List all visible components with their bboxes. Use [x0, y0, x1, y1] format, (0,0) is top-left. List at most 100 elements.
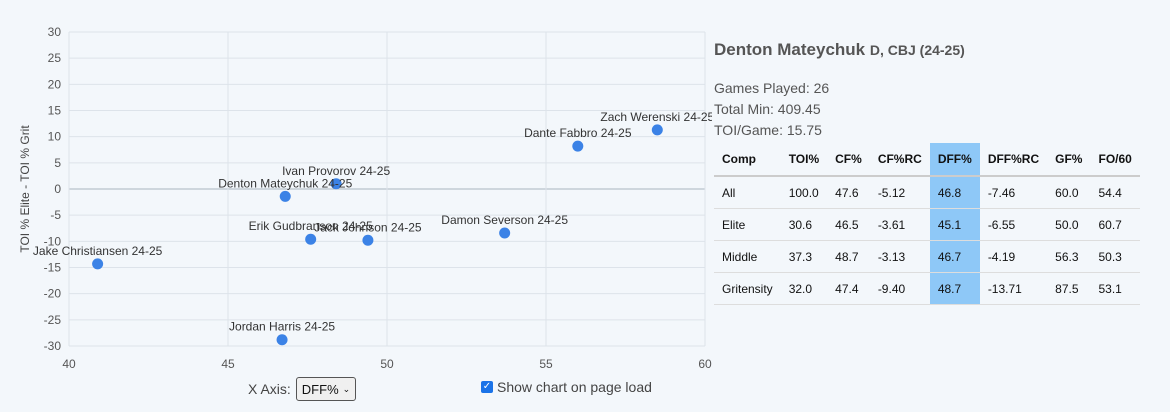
- table-cell: -9.40: [869, 272, 930, 305]
- column-header: CF%: [827, 143, 870, 177]
- y-tick-label: -30: [44, 339, 62, 353]
- show-chart-checkbox[interactable]: ✓: [481, 381, 493, 393]
- table-cell: 100.0: [780, 176, 828, 209]
- player-title: Denton Mateychuk D, CBJ (24-25): [714, 40, 1154, 60]
- player-subtitle: D, CBJ (24-25): [869, 42, 965, 58]
- table-cell: 30.6: [780, 208, 828, 241]
- point-label: Erik Gudbranson 24-25: [249, 219, 373, 233]
- column-header: FO/60: [1090, 143, 1140, 177]
- table-cell: 46.7: [929, 240, 980, 273]
- y-tick-label: -15: [44, 261, 62, 275]
- table-cell: Gritensity: [714, 272, 781, 305]
- y-tick-label: 10: [48, 130, 62, 144]
- data-point: [651, 124, 663, 136]
- table-cell: 54.4: [1090, 176, 1140, 209]
- y-axis-label: TOI % Elite - TOI % Grit: [18, 125, 32, 253]
- y-tick-label: 5: [54, 156, 61, 170]
- table-cell: 37.3: [780, 240, 828, 273]
- table-cell: 32.0: [780, 272, 828, 305]
- table-cell: 87.5: [1047, 272, 1091, 305]
- table-cell: -4.19: [979, 240, 1048, 273]
- column-header: DFF%: [929, 143, 980, 177]
- x-tick-label: 55: [539, 357, 553, 371]
- data-point: [362, 234, 374, 246]
- column-header: Comp: [714, 143, 781, 177]
- x-tick-label: 60: [698, 357, 712, 371]
- y-tick-label: 15: [48, 104, 62, 118]
- show-chart-option: ✓ Show chart on page load: [481, 379, 652, 395]
- y-tick-label: 30: [48, 25, 62, 39]
- point-label: Ivan Provorov 24-25: [282, 164, 390, 178]
- table-cell: Elite: [714, 208, 781, 241]
- data-point: [305, 233, 317, 245]
- table-header-row: Comp TOI% CF% CF%RC DFF% DFF%RC GF% FO/60: [714, 143, 1140, 177]
- table-row: Middle 37.3 48.7 -3.13 46.7 -4.19 56.3 50.3: [714, 240, 1140, 273]
- table-cell: 60.7: [1090, 208, 1140, 241]
- data-point: [276, 334, 288, 346]
- toi-game: TOI/Game: 15.75: [714, 122, 822, 138]
- player-name: Denton Mateychuk: [714, 40, 866, 59]
- table-cell: 50.0: [1047, 208, 1091, 241]
- total-min: Total Min: 409.45: [714, 101, 821, 117]
- table-cell: 60.0: [1047, 176, 1091, 209]
- show-chart-label: Show chart on page load: [497, 379, 652, 395]
- table-cell: Middle: [714, 240, 781, 273]
- data-point: [279, 190, 291, 202]
- table-cell: 50.3: [1090, 240, 1140, 273]
- x-axis-control: X Axis: DFF% ⌄: [248, 377, 357, 401]
- x-axis-label: X Axis:: [248, 381, 291, 397]
- data-point: [92, 258, 104, 270]
- table-cell: -13.71: [979, 272, 1048, 305]
- chart-controls: X Axis: DFF% ⌄ ✓ Show chart on page load: [0, 377, 700, 405]
- table-cell: 45.1: [929, 208, 980, 241]
- games-played: Games Played: 26: [714, 80, 830, 96]
- table-cell: -5.12: [869, 176, 930, 209]
- table-row: Gritensity 32.0 47.4 -9.40 48.7 -13.71 87.5 53.…: [714, 272, 1140, 305]
- table-cell: 48.7: [827, 240, 870, 273]
- table-cell: 47.6: [827, 176, 870, 209]
- table-cell: -3.61: [869, 208, 930, 241]
- y-tick-label: -10: [44, 234, 62, 248]
- x-axis-select[interactable]: DFF% ⌄: [295, 377, 357, 401]
- x-tick-label: 45: [221, 357, 235, 371]
- y-tick-label: 0: [54, 182, 61, 196]
- table-cell: -3.13: [869, 240, 930, 273]
- data-point: [330, 178, 342, 190]
- table-cell: All: [714, 176, 781, 209]
- table-cell: -7.46: [979, 176, 1048, 209]
- y-tick-label: -5: [50, 208, 61, 222]
- comp-table: Comp TOI% CF% CF%RC DFF% DFF%RC GF% FO/60 All 10…: [714, 143, 1140, 305]
- column-header: GF%: [1047, 143, 1091, 177]
- table-cell: 56.3: [1047, 240, 1091, 273]
- data-point: [572, 140, 584, 152]
- point-label: Jack Johnson 24-25: [314, 220, 422, 234]
- table-cell: 47.4: [827, 272, 870, 305]
- column-header: TOI%: [780, 143, 828, 177]
- player-panel: Denton Mateychuk D, CBJ (24-25) Games Pl…: [714, 40, 1154, 305]
- data-point: [499, 227, 511, 239]
- point-label: Jordan Harris 24-25: [229, 320, 335, 334]
- point-label: Zach Werenski 24-25: [600, 110, 712, 124]
- y-tick-label: -20: [44, 287, 62, 301]
- column-header: CF%RC: [869, 143, 930, 177]
- point-label: Jake Christiansen 24-25: [33, 244, 163, 258]
- point-label: Dante Fabbro 24-25: [524, 126, 632, 140]
- table-cell: 46.5: [827, 208, 870, 241]
- table-cell: 46.8: [929, 176, 980, 209]
- chevron-down-icon: ⌄: [342, 383, 351, 394]
- x-axis-select-value: DFF%: [301, 381, 339, 397]
- table-cell: -6.55: [979, 208, 1048, 241]
- column-header: DFF%RC: [979, 143, 1048, 177]
- y-tick-label: 20: [48, 77, 62, 91]
- x-tick-label: 50: [380, 357, 394, 371]
- table-cell: 48.7: [929, 272, 980, 305]
- table-cell: 53.1: [1090, 272, 1140, 305]
- x-tick-label: 40: [62, 357, 76, 371]
- player-stats: Games Played: 26 Total Min: 409.45 TOI/G…: [714, 78, 1154, 141]
- table-row: All 100.0 47.6 -5.12 46.8 -7.46 60.0 54.4: [714, 176, 1140, 209]
- point-label: Damon Severson 24-25: [441, 213, 568, 227]
- y-tick-label: -25: [44, 313, 62, 327]
- y-tick-label: 25: [48, 51, 62, 65]
- table-row: Elite 30.6 46.5 -3.61 45.1 -6.55 50.0 60.7: [714, 208, 1140, 241]
